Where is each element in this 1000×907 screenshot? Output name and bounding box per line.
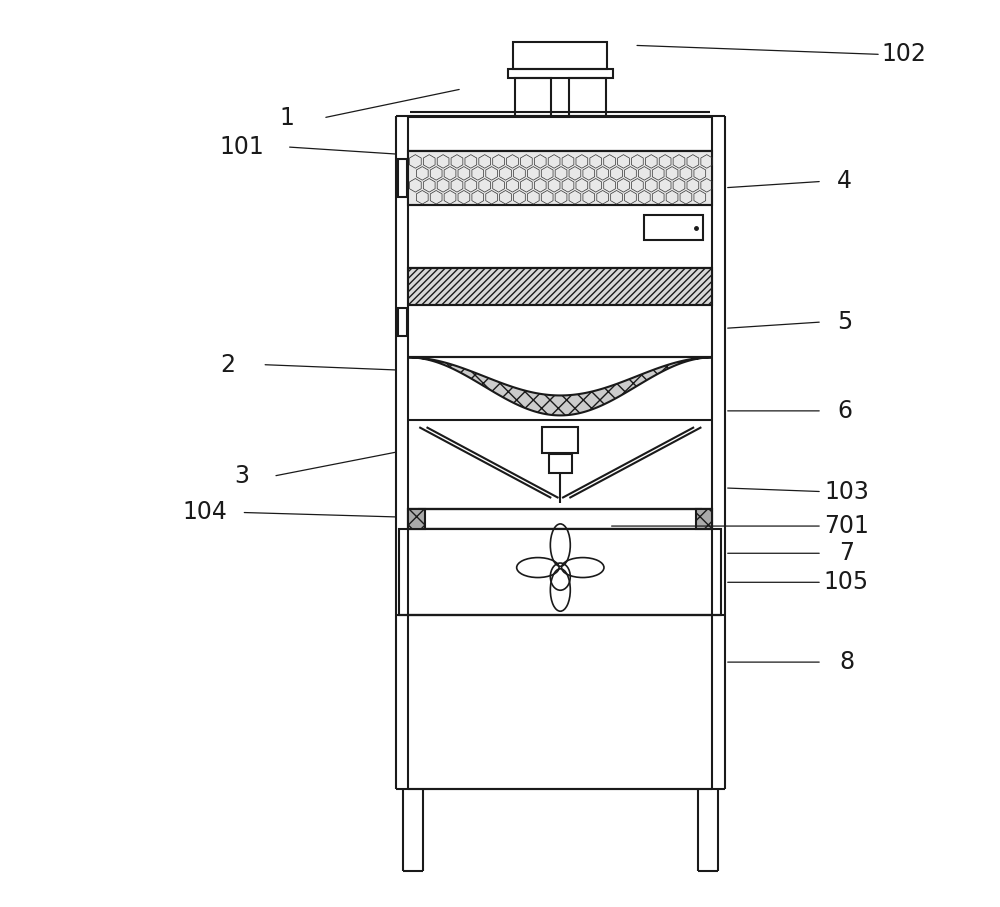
Text: 103: 103	[824, 480, 869, 503]
Bar	[408, 509, 425, 529]
Text: 102: 102	[881, 43, 926, 66]
Bar	[569, 78, 606, 116]
Text: 701: 701	[824, 514, 869, 538]
Bar	[408, 151, 712, 205]
Bar	[408, 268, 712, 305]
Bar	[644, 215, 703, 240]
Bar	[542, 427, 578, 453]
Text: 2: 2	[220, 353, 235, 376]
Text: 3: 3	[234, 464, 249, 488]
Bar	[515, 78, 551, 116]
Text: 5: 5	[837, 310, 852, 334]
Text: 105: 105	[824, 571, 869, 594]
Bar	[419, 509, 701, 529]
Bar	[549, 454, 572, 473]
Bar	[508, 69, 613, 78]
Bar	[513, 42, 607, 69]
Bar	[696, 509, 712, 529]
Text: 1: 1	[279, 106, 294, 130]
Text: 4: 4	[837, 170, 852, 193]
Bar	[399, 529, 721, 615]
Text: 7: 7	[839, 541, 854, 565]
Bar	[398, 159, 407, 197]
Text: 8: 8	[839, 650, 854, 674]
Text: 104: 104	[183, 501, 228, 524]
Bar	[408, 529, 712, 615]
Text: 6: 6	[837, 399, 852, 423]
Polygon shape	[408, 357, 712, 415]
Bar	[408, 509, 712, 529]
Bar	[398, 308, 407, 336]
Text: 101: 101	[219, 135, 264, 159]
